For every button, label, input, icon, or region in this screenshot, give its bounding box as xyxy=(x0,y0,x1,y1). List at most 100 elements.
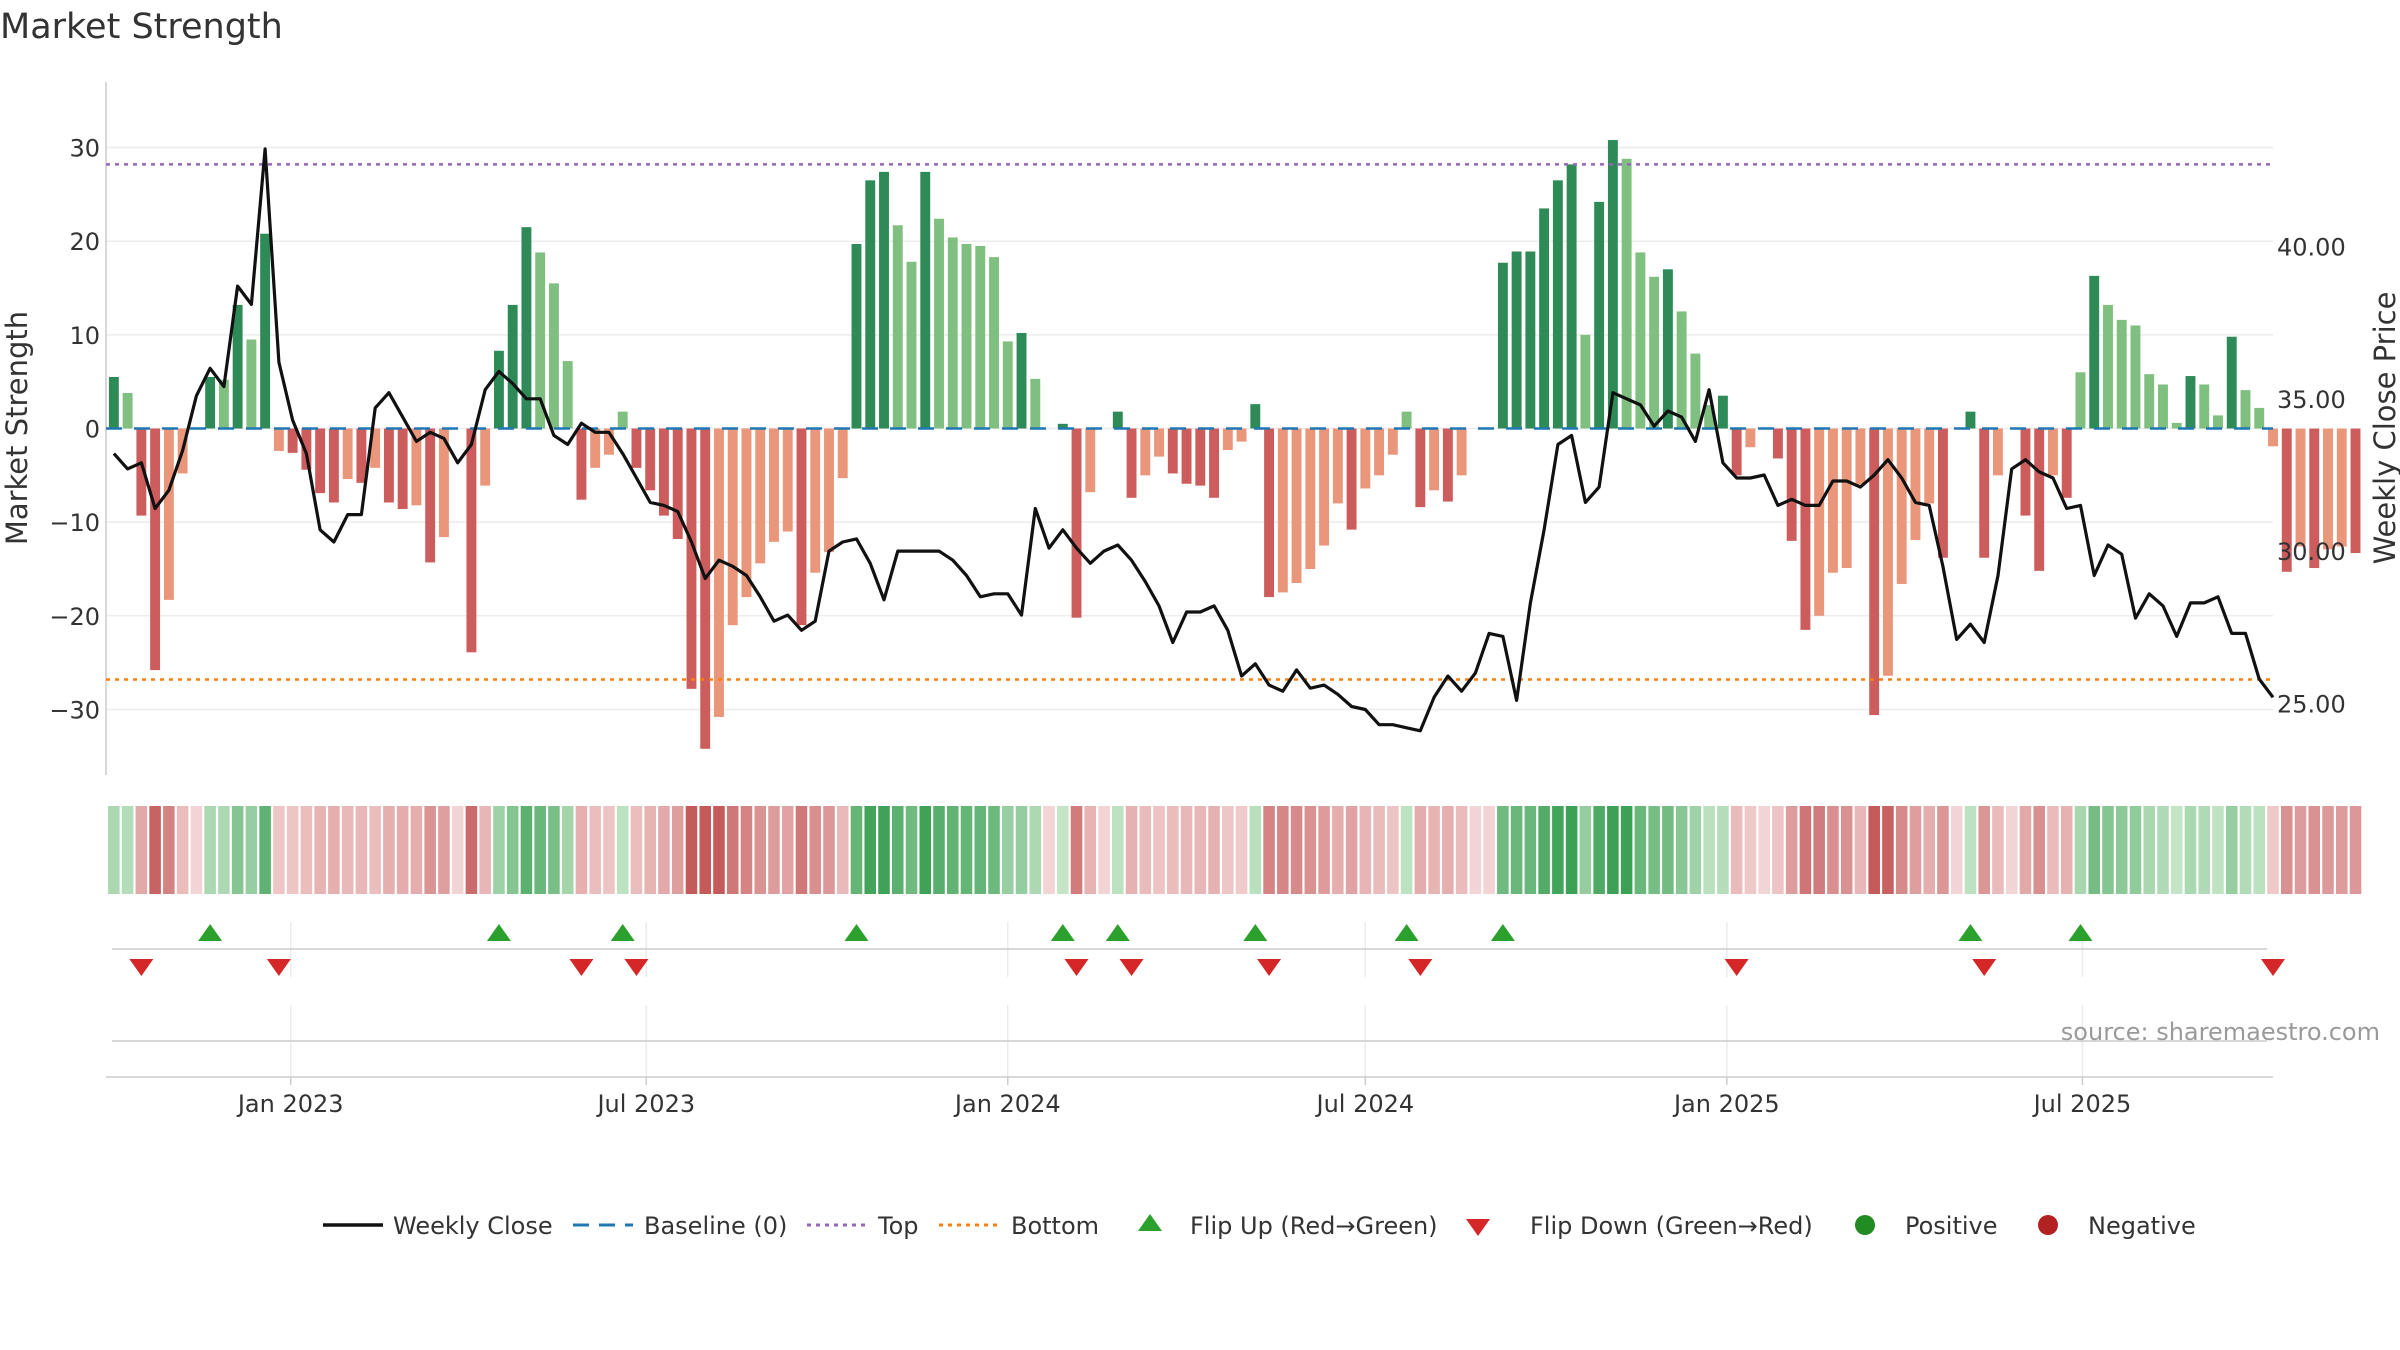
heat-cell xyxy=(1827,806,1839,894)
legend: Weekly Close Baseline (0) Top Bottom Fli… xyxy=(323,1212,2196,1240)
price-tick-label: 25.00 xyxy=(2277,690,2346,718)
strength-bar xyxy=(356,428,367,483)
strength-bar xyxy=(2103,304,2113,429)
heat-cell xyxy=(328,806,340,894)
strength-bar xyxy=(342,428,353,480)
strength-bar xyxy=(1566,164,1577,429)
legend-flip-down-icon xyxy=(1466,1219,1490,1236)
heat-cell xyxy=(2253,806,2266,894)
date-tick-label: Jan 2024 xyxy=(953,1090,1061,1118)
strength-tick-label: 0 xyxy=(85,416,100,444)
strength-bar xyxy=(1374,428,1385,476)
heat-cell xyxy=(2225,806,2238,894)
strength-bar xyxy=(906,261,917,429)
heat-cell xyxy=(616,806,629,894)
heat-cell xyxy=(231,806,244,894)
strength-bar xyxy=(920,171,931,429)
heat-cell xyxy=(479,806,491,894)
strength-bar xyxy=(1924,428,1935,504)
strength-bar xyxy=(301,428,312,470)
strength-bar xyxy=(466,428,477,653)
source-credit: source: sharemaestro.com xyxy=(2061,1018,2380,1046)
strength-bar xyxy=(2281,428,2292,572)
strength-bar xyxy=(2144,374,2155,429)
heat-cell xyxy=(946,806,959,894)
strength-bar xyxy=(1277,428,1288,593)
strength-bar xyxy=(1057,423,1068,429)
heat-cell xyxy=(713,806,725,894)
heat-cell xyxy=(2239,806,2252,894)
heat-cell xyxy=(988,806,1000,894)
price-axis-ticks: 40.00 35.00 30.00 25.00 xyxy=(2277,233,2346,718)
heat-cell xyxy=(1524,806,1537,894)
heat-cell xyxy=(534,806,546,894)
strength-bar xyxy=(782,428,793,532)
strength-bar xyxy=(1264,428,1275,598)
heat-cell xyxy=(2308,806,2321,894)
legend-negative-label: Negative xyxy=(2088,1212,2196,1240)
heat-cell xyxy=(451,806,464,894)
strength-bar xyxy=(2213,415,2223,429)
heat-cell xyxy=(300,806,313,894)
strength-tick-label: −30 xyxy=(49,696,100,724)
strength-bar xyxy=(205,376,216,429)
strength-bar xyxy=(617,411,628,429)
heat-cell xyxy=(1785,806,1798,894)
strength-bar xyxy=(2075,372,2086,429)
strength-bar xyxy=(1071,428,1082,618)
heat-cell xyxy=(2335,806,2348,894)
strength-bar xyxy=(1112,411,1123,429)
heat-cell xyxy=(575,806,588,894)
heat-cell xyxy=(1001,806,1014,894)
heat-cell xyxy=(1442,806,1454,894)
heat-cell xyxy=(1359,806,1372,894)
strength-bar xyxy=(1827,428,1838,573)
heat-cell xyxy=(1125,806,1138,894)
flip-up-marker xyxy=(1490,924,1515,941)
heat-cell xyxy=(424,806,436,894)
flip-down-marker xyxy=(1119,959,1144,976)
legend-bottom-label: Bottom xyxy=(1011,1212,1099,1240)
weekly-close-line xyxy=(112,147,2275,733)
heat-cell xyxy=(135,806,148,894)
strength-bar xyxy=(2185,376,2196,429)
strength-bar xyxy=(507,304,518,429)
strength-tick-label: −10 xyxy=(49,509,100,537)
heat-cell xyxy=(1070,806,1083,894)
heat-cell xyxy=(2294,806,2307,894)
strength-bar xyxy=(1016,332,1027,429)
heat-cell xyxy=(410,806,423,894)
heat-cell xyxy=(493,806,505,894)
heat-cell xyxy=(726,806,739,894)
legend-baseline-label: Baseline (0) xyxy=(644,1212,787,1240)
flip-down-marker xyxy=(1408,959,1433,976)
heat-cell xyxy=(1483,806,1495,894)
strength-bar xyxy=(1539,208,1550,429)
strength-bar xyxy=(2295,428,2306,547)
heat-cell xyxy=(933,806,945,894)
heat-cell xyxy=(2170,806,2183,894)
heat-cell xyxy=(1304,806,1317,894)
strength-bar xyxy=(741,428,752,598)
strength-bar xyxy=(108,376,119,429)
heat-cell xyxy=(1689,806,1702,894)
heat-cell xyxy=(1208,806,1220,894)
heat-cell xyxy=(1098,806,1110,894)
heat-cell xyxy=(2280,806,2293,894)
strength-bar xyxy=(700,428,711,749)
strength-bar xyxy=(1195,428,1206,486)
strength-bar xyxy=(1167,428,1178,474)
heat-cell xyxy=(1552,806,1564,894)
strength-tick-label: −20 xyxy=(49,603,100,631)
strength-bar xyxy=(1910,428,1921,540)
strength-tick-label: 10 xyxy=(69,322,100,350)
heat-cell xyxy=(1895,806,1908,894)
strength-bar xyxy=(1635,252,1646,429)
heat-cell xyxy=(2005,806,2018,894)
strength-bar xyxy=(851,244,862,429)
legend-weekly-close-label: Weekly Close xyxy=(393,1212,553,1240)
heat-cell xyxy=(438,806,450,894)
strength-axis-label: Market Strength xyxy=(0,311,34,545)
heat-cell xyxy=(548,806,560,894)
date-axis-ticks: Jan 2023 Jul 2023 Jan 2024 Jul 2024 Jan 2025… xyxy=(236,1077,2131,1118)
